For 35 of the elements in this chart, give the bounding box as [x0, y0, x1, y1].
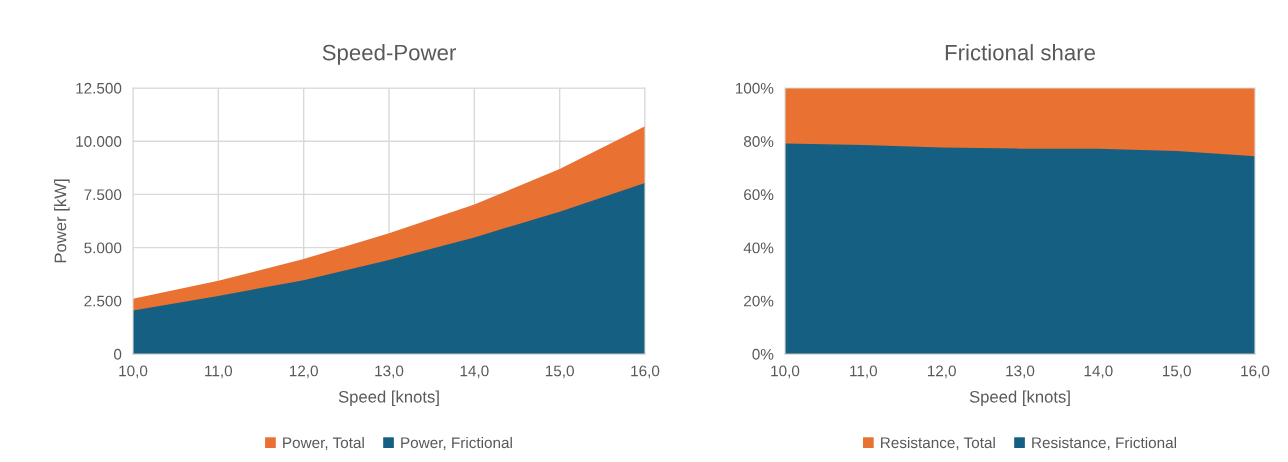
y-tick-label: 20% [744, 295, 774, 307]
legend-label: Resistance, Frictional [1032, 436, 1176, 450]
x-tick-label: 14,0 [1084, 365, 1113, 379]
x-tick-label: 15,0 [1162, 365, 1191, 379]
x-tick-label: 10,0 [771, 365, 800, 379]
x-tick-label: 11,0 [205, 365, 233, 379]
chart-title: Frictional share [945, 44, 1095, 61]
y-tick-label: 5.000 [84, 242, 122, 254]
x-tick-label: 12,0 [927, 365, 956, 379]
x-tick-label: 13,0 [375, 365, 404, 379]
legend-label: Power, Frictional [401, 436, 512, 450]
x-axis-title: Speed [knots] [338, 390, 439, 406]
x-tick-label: 13,0 [1006, 365, 1035, 379]
y-axis-title: Power [kW] [54, 179, 70, 263]
y-tick-label: 80% [743, 136, 774, 147]
x-tick-label: 10,0 [119, 365, 148, 379]
x-tick-label: 14,0 [460, 365, 489, 379]
x-tick-label: 15,0 [545, 365, 574, 379]
y-tick-label: 0% [752, 348, 774, 360]
y-tick-label: 2.500 [84, 295, 122, 307]
legend-label: Resistance, Total [881, 436, 995, 450]
y-tick-label: 40% [743, 242, 774, 254]
y-tick-label: 7.500 [84, 189, 122, 201]
x-tick-label: 16,0 [631, 365, 660, 379]
x-tick-label: 11,0 [850, 365, 878, 379]
legend-label: Power, Total [283, 436, 364, 450]
x-tick-label: 16,0 [1241, 365, 1270, 379]
x-tick-label: 12,0 [289, 365, 318, 379]
y-tick-label: 10.000 [76, 136, 122, 147]
chart-title: Speed-Power [322, 44, 456, 65]
y-tick-label: 12.500 [76, 82, 122, 94]
y-tick-label: 60% [744, 189, 774, 201]
x-axis-title: Speed [knots] [969, 390, 1070, 406]
y-tick-label: 100% [735, 82, 774, 94]
y-tick-label: 0 [113, 348, 122, 360]
